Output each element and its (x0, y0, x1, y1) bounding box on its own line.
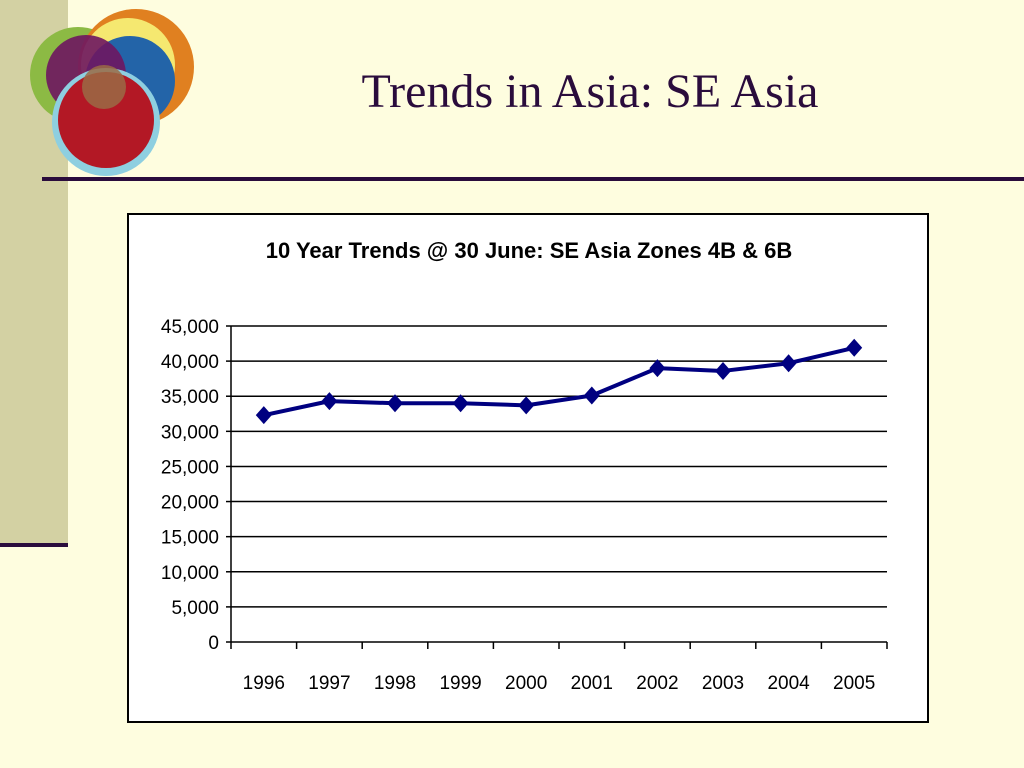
x-tick-label: 2001 (571, 673, 613, 694)
y-tick-label: 45,000 (161, 317, 219, 338)
chart-title: 10 Year Trends @ 30 June: SE Asia Zones … (266, 238, 792, 263)
x-tick-label: 1996 (243, 673, 285, 694)
x-tick-label: 2003 (702, 673, 744, 694)
series-line (263, 345, 855, 418)
x-tick-label: 2000 (505, 673, 547, 694)
axes (226, 325, 888, 649)
y-tick-label: 5,000 (171, 598, 219, 619)
y-tick-label: 30,000 (161, 422, 219, 443)
x-tick-labels: 1996 1997 1998 1999 2000 2001 2002 2003 2004 2005 (243, 673, 876, 694)
title-underline (42, 177, 1024, 181)
data-point-marker (846, 338, 863, 357)
data-point-marker (452, 394, 469, 413)
y-tick-label: 0 (208, 633, 219, 654)
y-tick-label: 10,000 (161, 563, 219, 584)
logo-brown-overlap (82, 65, 126, 109)
x-tick-label: 1997 (308, 673, 350, 694)
y-tick-label: 20,000 (161, 493, 219, 514)
data-point-marker (387, 394, 403, 413)
x-tick-label: 1999 (439, 673, 481, 694)
data-point-marker (780, 354, 797, 373)
y-tick-label: 35,000 (161, 387, 219, 408)
circles-logo (30, 9, 194, 176)
side-accent-rule (0, 543, 68, 547)
x-tick-label: 1998 (374, 673, 416, 694)
data-point-marker (715, 361, 731, 380)
data-point-marker (518, 396, 535, 415)
x-tick-label: 2002 (636, 673, 678, 694)
slide-title: Trends in Asia: SE Asia (361, 65, 819, 118)
line-chart: 10 Year Trends @ 30 June: SE Asia Zones … (161, 238, 888, 694)
logo-red-circle (58, 72, 154, 168)
data-series (255, 338, 863, 425)
y-tick-label: 40,000 (161, 352, 219, 373)
data-point-marker (649, 359, 666, 378)
data-point-marker (321, 392, 338, 411)
chart-frame: 10 Year Trends @ 30 June: SE Asia Zones … (127, 213, 929, 723)
y-tick-labels: 0 5,000 10,000 15,000 20,000 25,000 30,000 35,0… (161, 317, 219, 654)
y-tick-label: 25,000 (161, 457, 219, 478)
x-tick-label: 2005 (833, 673, 875, 694)
data-point-marker (255, 406, 272, 425)
data-point-marker (583, 386, 600, 405)
grid-lines (231, 325, 887, 608)
x-tick-label: 2004 (767, 673, 810, 694)
y-tick-label: 15,000 (161, 528, 219, 549)
